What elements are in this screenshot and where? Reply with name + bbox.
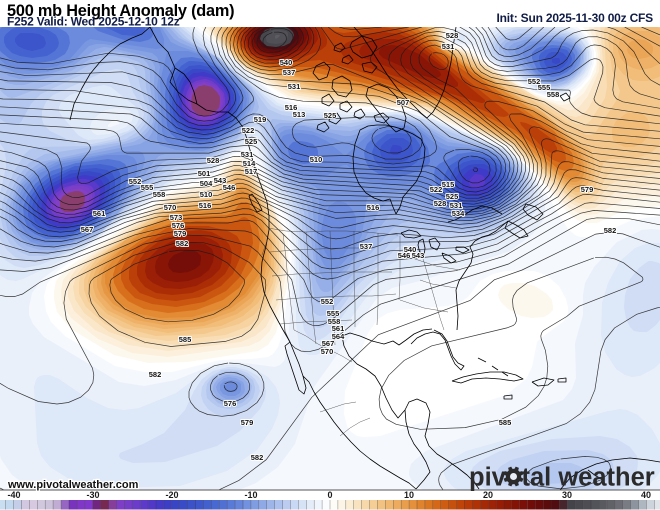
svg-text:534: 534 [452,209,465,218]
svg-text:561: 561 [332,324,345,333]
svg-text:552: 552 [528,77,541,86]
svg-text:525: 525 [324,111,337,120]
svg-text:507: 507 [397,98,410,107]
svg-text:564: 564 [332,332,345,341]
svg-text:517: 517 [245,167,258,176]
svg-text:558: 558 [547,90,560,99]
svg-text:537: 537 [283,68,296,77]
svg-text:546: 546 [398,251,411,260]
svg-text:576: 576 [172,221,185,230]
svg-text:Init: Sun 2025-11-30 00z CFS: Init: Sun 2025-11-30 00z CFS [497,11,654,25]
svg-text:516: 516 [367,203,380,212]
svg-text:515: 515 [442,180,455,189]
svg-text:531: 531 [288,82,301,91]
svg-text:522: 522 [242,126,255,135]
svg-text:570: 570 [321,347,334,356]
svg-text:585: 585 [179,335,192,344]
svg-text:531: 531 [241,150,254,159]
svg-text:552: 552 [321,297,334,306]
svg-text:558: 558 [328,317,341,326]
svg-text:561: 561 [93,209,106,218]
svg-text:-30: -30 [86,490,99,500]
svg-text:519: 519 [254,115,267,124]
svg-text:522: 522 [430,185,443,194]
svg-text:513: 513 [293,110,306,119]
svg-text:537: 537 [360,242,373,251]
svg-text:516: 516 [199,201,212,210]
svg-text:510: 510 [310,155,323,164]
svg-text:0: 0 [327,490,332,500]
svg-text:516: 516 [285,103,298,112]
svg-text:528: 528 [207,156,220,165]
svg-text:582: 582 [176,239,189,248]
svg-text:543: 543 [412,251,425,260]
svg-text:555: 555 [538,83,551,92]
svg-text:582: 582 [149,370,162,379]
svg-text:573: 573 [170,213,183,222]
svg-text:582: 582 [251,453,264,462]
svg-text:567: 567 [81,225,94,234]
svg-text:579: 579 [174,229,187,238]
svg-text:579: 579 [241,418,254,427]
svg-text:543: 543 [214,176,227,185]
svg-text:585: 585 [499,418,512,427]
svg-text:576: 576 [224,399,237,408]
svg-text:501: 501 [198,169,211,178]
svg-text:10: 10 [404,490,414,500]
svg-text:531: 531 [442,42,455,51]
svg-text:570: 570 [164,203,177,212]
svg-text:514: 514 [243,159,256,168]
svg-text:504: 504 [200,179,213,188]
svg-text:tal weather: tal weather [522,464,655,492]
svg-text:20: 20 [483,490,493,500]
svg-text:www.pivotalweather.com: www.pivotalweather.com [7,479,139,491]
svg-text:-10: -10 [244,490,257,500]
svg-text:567: 567 [322,339,335,348]
svg-text:546: 546 [223,183,236,192]
svg-text:F252 Valid: Wed 2025-12-10 12z: F252 Valid: Wed 2025-12-10 12z [7,15,180,29]
svg-text:500 mb Height Anomaly (dam): 500 mb Height Anomaly (dam) [7,2,234,20]
svg-text:579: 579 [581,185,594,194]
svg-text:540: 540 [404,245,417,254]
svg-text:510: 510 [200,190,213,199]
svg-text:582: 582 [604,226,617,235]
svg-text:540: 540 [280,58,293,67]
svg-text:555: 555 [327,309,340,318]
svg-text:531: 531 [450,201,463,210]
svg-text:525: 525 [446,192,459,201]
svg-text:-20: -20 [165,490,178,500]
svg-text:528: 528 [446,31,459,40]
svg-text:piv: piv [469,464,507,492]
svg-text:-40: -40 [7,490,20,500]
svg-text:558: 558 [153,190,166,199]
svg-text:30: 30 [562,490,572,500]
svg-text:552: 552 [129,177,142,186]
svg-text:528: 528 [434,199,447,208]
svg-text:40: 40 [641,490,651,500]
svg-text:525: 525 [245,137,258,146]
svg-text:555: 555 [141,183,154,192]
